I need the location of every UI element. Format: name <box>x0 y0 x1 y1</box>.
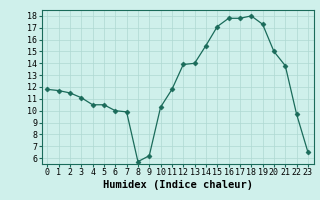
X-axis label: Humidex (Indice chaleur): Humidex (Indice chaleur) <box>103 180 252 190</box>
